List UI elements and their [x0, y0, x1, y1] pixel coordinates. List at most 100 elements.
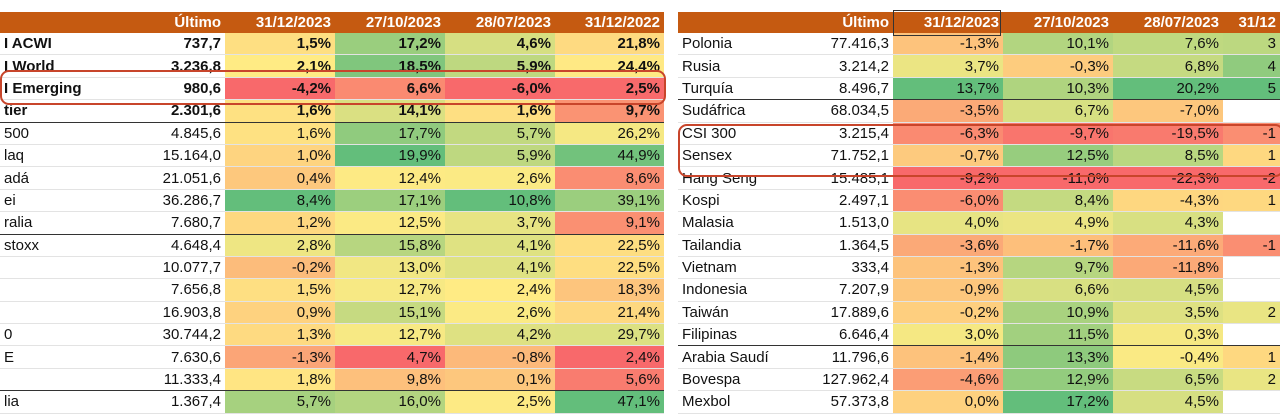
- return-cell: 17,2%: [1003, 390, 1113, 414]
- return-cell: 12,4%: [335, 166, 445, 190]
- return-cell: 2,8%: [225, 234, 335, 257]
- header-row: Último 31/12/2023 27/10/2023 28/07/2023 31/1…: [678, 12, 1280, 33]
- return-cell: [1223, 211, 1280, 235]
- return-cell: 2,6%: [445, 301, 555, 325]
- table-row: lia 1.367,4 5,7% 16,0% 2,5% 47,1%: [0, 390, 664, 414]
- return-cell: 10,3%: [1003, 77, 1113, 101]
- return-cell: -4,2%: [225, 77, 335, 101]
- return-cell: -9,7%: [1003, 122, 1113, 145]
- return-cell: -0,3%: [1003, 54, 1113, 78]
- return-cell: 18,5%: [335, 54, 445, 78]
- return-cell: -1,3%: [893, 256, 1003, 280]
- last-value: 7.680,7: [125, 211, 225, 235]
- last-value: 2.497,1: [798, 189, 893, 213]
- return-cell: 3,7%: [893, 54, 1003, 78]
- return-cell: 3,7%: [445, 211, 555, 235]
- header-last: Último: [125, 12, 225, 33]
- index-name: Malasia: [678, 211, 798, 235]
- return-cell: -3,5%: [893, 99, 1003, 123]
- return-cell: -1: [1223, 122, 1280, 145]
- index-name: tier: [0, 99, 125, 123]
- return-cell: 47,1%: [555, 390, 664, 414]
- return-cell: 6,7%: [1003, 99, 1113, 123]
- return-cell: 22,5%: [555, 234, 664, 257]
- return-cell: 0,0%: [893, 390, 1003, 414]
- last-value: 16.903,8: [125, 301, 225, 325]
- header-date: 27/10/2023: [335, 12, 445, 33]
- return-cell: 14,1%: [335, 99, 445, 123]
- index-name: Filipinas: [678, 323, 798, 347]
- index-name: I ACWI: [0, 33, 125, 56]
- return-cell: 13,0%: [335, 256, 445, 280]
- return-cell: 1,5%: [225, 33, 335, 56]
- return-cell: -4,3%: [1113, 189, 1223, 213]
- table-row: I ACWI 737,7 1,5% 17,2% 4,6% 21,8%: [0, 33, 664, 56]
- table-row: Sudáfrica 68.034,5 -3,5% 6,7% -7,0%: [678, 99, 1280, 123]
- return-cell: -4,6%: [893, 368, 1003, 392]
- return-cell: -1,7%: [1003, 234, 1113, 257]
- return-cell: 29,7%: [555, 323, 664, 347]
- index-name: [0, 278, 125, 302]
- return-cell: 15,8%: [335, 234, 445, 257]
- return-cell: -0,2%: [225, 256, 335, 280]
- return-cell: [1223, 390, 1280, 414]
- return-cell: -1,4%: [893, 345, 1003, 369]
- return-cell: -7,0%: [1113, 99, 1223, 123]
- return-cell: 7,6%: [1113, 33, 1223, 56]
- return-cell: 4,2%: [445, 323, 555, 347]
- return-cell: 5,9%: [445, 54, 555, 78]
- last-value: 30.744,2: [125, 323, 225, 347]
- return-cell: [1223, 256, 1280, 280]
- table-row: 16.903,8 0,9% 15,1% 2,6% 21,4%: [0, 301, 664, 325]
- return-cell: -3,6%: [893, 234, 1003, 257]
- index-name: lia: [0, 390, 125, 414]
- market-table-left: Último 31/12/2023 27/10/2023 28/07/2023 31/1…: [0, 12, 664, 414]
- return-cell: -11,0%: [1003, 166, 1113, 190]
- return-cell: 1,5%: [225, 278, 335, 302]
- return-cell: 10,8%: [445, 189, 555, 213]
- return-cell: 17,2%: [335, 33, 445, 56]
- return-cell: 9,7%: [555, 99, 664, 123]
- market-table-right: Último 31/12/2023 27/10/2023 28/07/2023 31/1…: [678, 12, 1280, 414]
- return-cell: 2,5%: [555, 77, 664, 101]
- index-name: [0, 368, 125, 392]
- return-cell: 4: [1223, 54, 1280, 78]
- table-row: ralia 7.680,7 1,2% 12,5% 3,7% 9,1%: [0, 211, 664, 235]
- index-name: Polonia: [678, 33, 798, 56]
- table-row: Bovespa 127.962,4 -4,6% 12,9% 6,5% 2: [678, 368, 1280, 392]
- return-cell: -1,3%: [893, 33, 1003, 56]
- last-value: 737,7: [125, 33, 225, 56]
- return-cell: 24,4%: [555, 54, 664, 78]
- table-row: 10.077,7 -0,2% 13,0% 4,1% 22,5%: [0, 256, 664, 280]
- return-cell: -11,8%: [1113, 256, 1223, 280]
- last-value: 6.646,4: [798, 323, 893, 347]
- return-cell: 6,6%: [1003, 278, 1113, 302]
- return-cell: 22,5%: [555, 256, 664, 280]
- return-cell: 2,1%: [225, 54, 335, 78]
- return-cell: 3: [1223, 33, 1280, 56]
- table-row: Indonesia 7.207,9 -0,9% 6,6% 4,5%: [678, 278, 1280, 302]
- index-name: CSI 300: [678, 122, 798, 145]
- return-cell: 3,0%: [893, 323, 1003, 347]
- return-cell: 1,3%: [225, 323, 335, 347]
- return-cell: -11,6%: [1113, 234, 1223, 257]
- table-row: I Emerging 980,6 -4,2% 6,6% -6,0% 2,5%: [0, 77, 664, 101]
- index-name: Kospi: [678, 189, 798, 213]
- index-name: ei: [0, 189, 125, 213]
- table-row: Sensex 71.752,1 -0,7% 12,5% 8,5% 1: [678, 144, 1280, 168]
- last-value: 11.796,6: [798, 345, 893, 369]
- return-cell: -19,5%: [1113, 122, 1223, 145]
- last-value: 1.364,5: [798, 234, 893, 257]
- return-cell: 39,1%: [555, 189, 664, 213]
- return-cell: 1,2%: [225, 211, 335, 235]
- table-row: Taiwán 17.889,6 -0,2% 10,9% 3,5% 2: [678, 301, 1280, 325]
- header-date: 31/12/2023: [893, 12, 1003, 33]
- return-cell: 19,9%: [335, 144, 445, 168]
- return-cell: 6,6%: [335, 77, 445, 101]
- index-name: adá: [0, 166, 125, 190]
- header-date: 31/12/2023: [225, 12, 335, 33]
- table-row: Polonia 77.416,3 -1,3% 10,1% 7,6% 3: [678, 33, 1280, 56]
- index-name: Turquía: [678, 77, 798, 101]
- table-row: Malasia 1.513,0 4,0% 4,9% 4,3%: [678, 211, 1280, 235]
- return-cell: 1: [1223, 144, 1280, 168]
